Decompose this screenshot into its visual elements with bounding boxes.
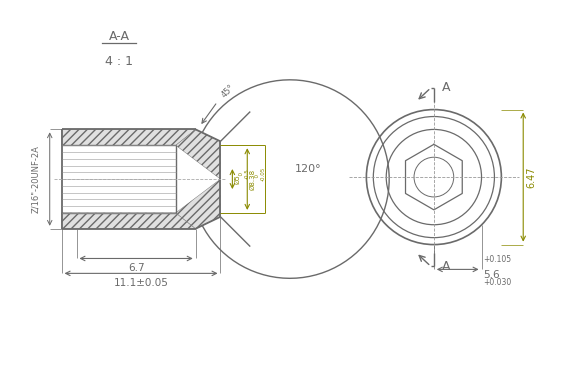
- Text: 45°: 45°: [220, 83, 236, 100]
- Polygon shape: [176, 179, 221, 229]
- Polygon shape: [176, 129, 221, 179]
- Text: +0.105: +0.105: [483, 256, 512, 264]
- Text: A: A: [442, 260, 451, 273]
- Text: 120°: 120°: [295, 164, 321, 174]
- Text: 11.1±0.05: 11.1±0.05: [114, 278, 169, 288]
- Text: A: A: [442, 81, 451, 94]
- Text: Ø5: Ø5: [234, 174, 241, 184]
- Text: Z/16"-20UNF-2A: Z/16"-20UNF-2A: [31, 145, 40, 213]
- Text: 4 : 1: 4 : 1: [105, 55, 133, 68]
- Text: 0
-0.5: 0 -0.5: [239, 169, 250, 179]
- Text: 6.47: 6.47: [526, 166, 536, 188]
- Polygon shape: [62, 129, 196, 145]
- Polygon shape: [62, 213, 196, 229]
- Text: 6.7: 6.7: [128, 264, 144, 273]
- Text: +0.030: +0.030: [483, 278, 512, 287]
- Text: Ø8.38: Ø8.38: [249, 169, 255, 190]
- Text: A-A: A-A: [109, 30, 130, 43]
- Text: 5.6: 5.6: [483, 270, 500, 280]
- Text: 0
-0.05: 0 -0.05: [255, 167, 266, 181]
